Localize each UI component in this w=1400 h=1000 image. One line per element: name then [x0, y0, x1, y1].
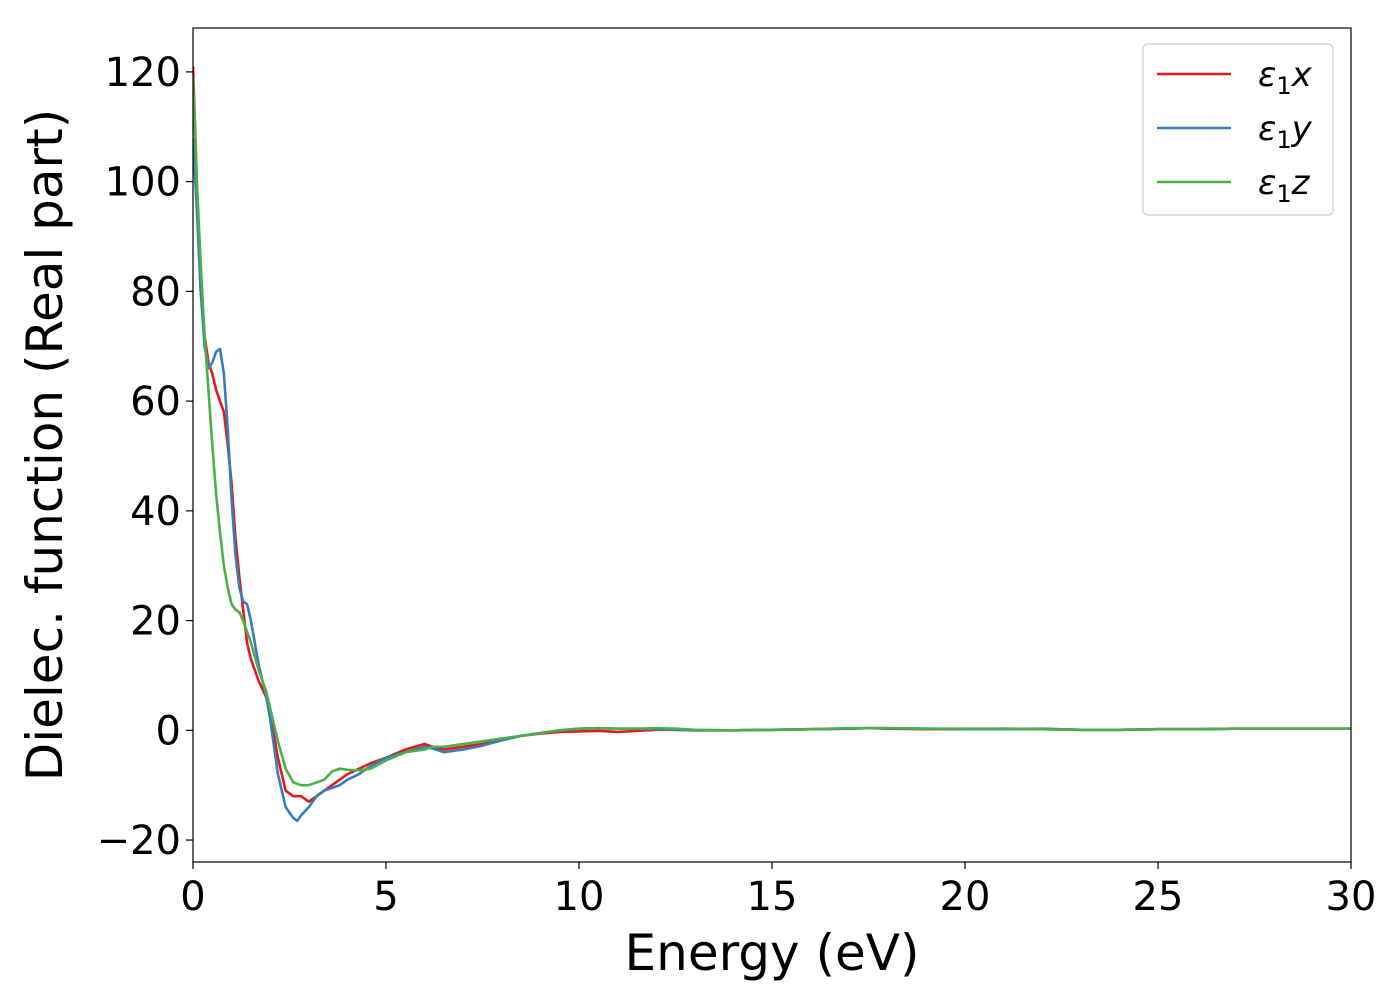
legend: ε1x ε1y ε1z: [1142, 43, 1334, 216]
y-tick-label: 40: [130, 489, 181, 535]
x-tick-label: 20: [940, 874, 991, 920]
legend-box: [1142, 43, 1334, 216]
x-tick-label: 5: [373, 874, 398, 920]
y-axis-ticks: −20 0 20 40 60 80 100 120: [97, 50, 193, 864]
x-tick-label: 15: [747, 874, 798, 920]
legend-label-x: ε1x: [1258, 55, 1313, 100]
x-axis-label: Energy (eV): [625, 924, 920, 982]
y-tick-label: 20: [130, 599, 181, 645]
y-tick-label: 60: [130, 379, 181, 425]
legend-label-y: ε1y: [1258, 109, 1313, 154]
y-tick-label: 100: [105, 160, 181, 206]
series-line-z: [193, 77, 1351, 787]
y-tick-label: −20: [97, 818, 181, 864]
y-tick-label: 0: [156, 708, 181, 754]
x-tick-label: 25: [1133, 874, 1184, 920]
x-tick-label: 0: [180, 874, 205, 920]
series-layer: [193, 66, 1351, 823]
y-tick-label: 120: [105, 50, 181, 96]
x-axis-ticks: 0 5 10 15 20 25 30: [180, 862, 1376, 920]
legend-label-z: ε1z: [1258, 163, 1311, 208]
y-axis-label: Dielec. function (Real part): [16, 109, 74, 781]
x-tick-label: 30: [1326, 874, 1377, 920]
series-line-y: [193, 137, 1351, 823]
x-tick-label: 10: [554, 874, 605, 920]
y-tick-label: 80: [130, 269, 181, 315]
